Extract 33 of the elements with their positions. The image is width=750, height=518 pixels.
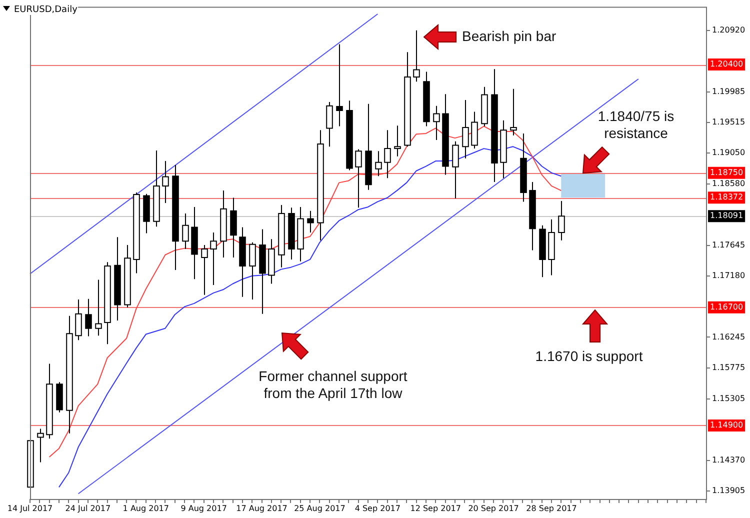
x-tick-label: 4 Sep 2017 (354, 504, 400, 513)
annotation: 1.1840/75 is resistance (596, 108, 676, 142)
y-tick-label: 1.20920 (712, 26, 746, 35)
ref-line-label: 1.14900 (710, 420, 744, 430)
x-tick-label: 24 Jul 2017 (65, 504, 111, 513)
y-tick-label: 1.15305 (712, 394, 746, 403)
annotation: Former channel support from the April 17th low (258, 368, 408, 402)
ref-line-label: 1.20400 (710, 60, 744, 69)
x-tick-label: 9 Aug 2017 (180, 504, 227, 513)
x-tick-label: 1 Aug 2017 (122, 504, 169, 513)
ref-line-label: 1.18750 (710, 168, 744, 177)
y-tick-label: 1.19515 (712, 118, 746, 127)
y-tick-label: 1.15775 (712, 363, 746, 372)
ref-line-label: 1.18372 (710, 192, 744, 202)
x-tick-label: 14 Jul 2017 (7, 504, 53, 513)
y-tick-label: 1.18580 (712, 179, 746, 188)
y-tick-label: 1.19050 (712, 148, 746, 158)
x-tick-label: 28 Sep 2017 (526, 504, 577, 513)
y-tick-label: 1.16245 (712, 332, 746, 342)
annotation: 1.1670 is support (534, 348, 644, 365)
y-tick-label: 1.19985 (712, 86, 746, 96)
y-tick-label: 1.17180 (712, 270, 746, 280)
y-tick-label: 1.13905 (712, 486, 746, 495)
y-tick-label: 1.17645 (712, 240, 746, 250)
ref-line-label: 1.18091 (710, 211, 744, 220)
chart-title: EURUSD,Daily (13, 5, 78, 15)
annotation: Bearish pin bar (462, 28, 558, 45)
x-tick-label: 25 Aug 2017 (294, 504, 346, 513)
ref-line-label: 1.16700 (710, 302, 744, 312)
x-tick-label: 17 Aug 2017 (236, 504, 288, 513)
x-tick-label: 20 Sep 2017 (468, 504, 519, 513)
y-tick-label: 1.14370 (712, 455, 746, 464)
x-tick-label: 12 Sep 2017 (410, 504, 461, 513)
